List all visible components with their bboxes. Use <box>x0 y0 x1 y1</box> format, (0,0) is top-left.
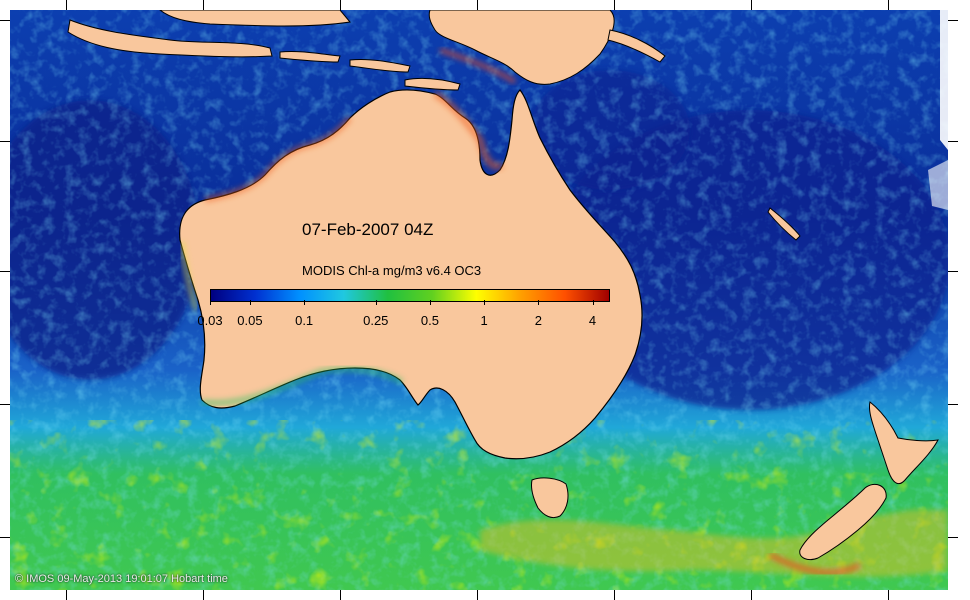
colorbar-tick-mark <box>484 300 485 305</box>
frame-tick <box>751 590 752 600</box>
frame-tick <box>948 404 958 405</box>
chlorophyll-map <box>10 10 948 590</box>
copyright-credit: © IMOS 09-May-2013 19:01:07 Hobart time <box>15 573 228 585</box>
frame-tick <box>948 537 958 538</box>
frame-tick <box>203 590 204 600</box>
map-canvas <box>10 10 948 590</box>
colorbar-tick-label: 0.05 <box>237 313 263 328</box>
land-nz-north-island <box>869 401 939 485</box>
colorbar <box>210 289 610 302</box>
legend-title: MODIS Chl-a mg/m3 v6.4 OC3 <box>302 263 482 278</box>
frame-tick <box>888 0 889 10</box>
frame-tick <box>477 0 478 10</box>
colorbar-tick-label: 2 <box>534 313 542 328</box>
land-tasmania <box>531 477 569 519</box>
frame-tick <box>340 0 341 10</box>
frame-tick <box>0 141 10 142</box>
frame-tick <box>948 141 958 142</box>
colorbar-tick-label: 0.25 <box>363 313 389 328</box>
colorbar-tick-label: 0.1 <box>295 313 314 328</box>
frame-tick <box>477 590 478 600</box>
frame-tick <box>614 590 615 600</box>
colorbar-tick-label: 0.5 <box>420 313 440 328</box>
map-date-title: 07-Feb-2007 04Z <box>302 220 434 239</box>
frame-tick <box>948 20 958 21</box>
frame-tick <box>66 590 67 600</box>
frame-tick <box>66 0 67 10</box>
colorbar-tick-mark <box>250 300 251 305</box>
colorbar-tick-mark <box>304 300 305 305</box>
frame-tick <box>751 0 752 10</box>
colorbar-tick-mark <box>210 300 211 305</box>
frame-tick <box>948 271 958 272</box>
land-new-caledonia <box>767 207 801 241</box>
colorbar-tick-mark <box>538 300 539 305</box>
frame-tick <box>888 590 889 600</box>
land-java <box>67 19 273 58</box>
frame-tick <box>614 0 615 10</box>
colorbar-tick-mark <box>376 300 377 305</box>
colorbar-tick-label: 4 <box>588 313 597 328</box>
frame-tick <box>0 20 10 21</box>
frame-tick <box>0 271 10 272</box>
frame-tick <box>203 0 204 10</box>
land-borneo <box>159 10 351 27</box>
colorbar-tick-label: 1 <box>480 313 488 328</box>
frame-tick <box>340 590 341 600</box>
frame-tick <box>0 404 10 405</box>
land-nz-south-island <box>799 483 887 561</box>
colorbar-tick-label: 0.03 <box>197 313 223 328</box>
land-new-guinea <box>428 10 615 85</box>
colorbar-tick-mark <box>593 300 594 305</box>
colorbar-tick-mark <box>430 300 431 305</box>
frame-tick <box>0 537 10 538</box>
